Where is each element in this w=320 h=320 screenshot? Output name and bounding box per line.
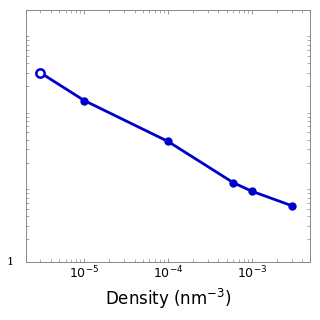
- Text: 1: 1: [7, 257, 14, 268]
- X-axis label: Density (nm$^{-3}$): Density (nm$^{-3}$): [105, 287, 231, 311]
